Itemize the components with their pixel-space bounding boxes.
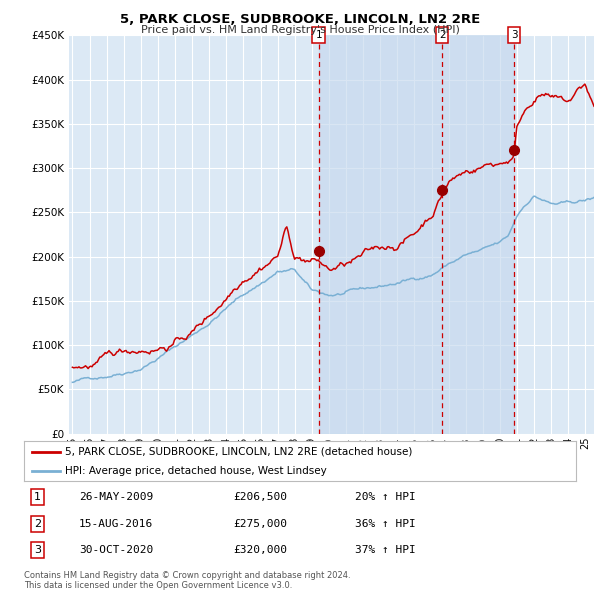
Text: This data is licensed under the Open Government Licence v3.0.: This data is licensed under the Open Gov… (24, 581, 292, 589)
Text: 5, PARK CLOSE, SUDBROOKE, LINCOLN, LN2 2RE: 5, PARK CLOSE, SUDBROOKE, LINCOLN, LN2 2… (120, 13, 480, 26)
Text: 30-OCT-2020: 30-OCT-2020 (79, 545, 154, 555)
Text: 1: 1 (316, 31, 322, 40)
Text: 1: 1 (34, 492, 41, 502)
Text: 5, PARK CLOSE, SUDBROOKE, LINCOLN, LN2 2RE (detached house): 5, PARK CLOSE, SUDBROOKE, LINCOLN, LN2 2… (65, 447, 413, 457)
Text: 2: 2 (34, 519, 41, 529)
Text: 15-AUG-2016: 15-AUG-2016 (79, 519, 154, 529)
Text: HPI: Average price, detached house, West Lindsey: HPI: Average price, detached house, West… (65, 466, 327, 476)
Text: 26-MAY-2009: 26-MAY-2009 (79, 492, 154, 502)
Text: 2: 2 (439, 31, 445, 40)
Text: 36% ↑ HPI: 36% ↑ HPI (355, 519, 416, 529)
Bar (319, 35, 514, 434)
Text: £320,000: £320,000 (234, 545, 288, 555)
Text: 37% ↑ HPI: 37% ↑ HPI (355, 545, 416, 555)
Text: £275,000: £275,000 (234, 519, 288, 529)
Text: Contains HM Land Registry data © Crown copyright and database right 2024.: Contains HM Land Registry data © Crown c… (24, 571, 350, 580)
Text: 20% ↑ HPI: 20% ↑ HPI (355, 492, 416, 502)
Text: 3: 3 (511, 31, 517, 40)
Text: 3: 3 (34, 545, 41, 555)
Text: £206,500: £206,500 (234, 492, 288, 502)
Text: Price paid vs. HM Land Registry's House Price Index (HPI): Price paid vs. HM Land Registry's House … (140, 25, 460, 35)
